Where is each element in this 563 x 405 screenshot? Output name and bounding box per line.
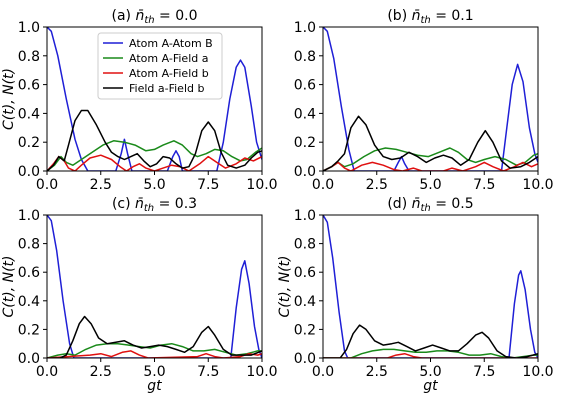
x-tick-label: 2.5 [90, 364, 112, 380]
x-tick-label: 10.0 [246, 364, 277, 380]
y-tick-label: 0.0 [18, 351, 40, 367]
series-line-atom-a-field-b [47, 154, 262, 171]
y-tick-label: 0.4 [294, 294, 316, 310]
y-tick-label: 0.2 [18, 322, 40, 338]
y-tick-label: 1.0 [294, 208, 316, 224]
y-tick-label: 0.8 [18, 237, 40, 253]
y-tick-label: 0.2 [294, 135, 316, 151]
y-tick-label: 0.8 [294, 49, 316, 65]
series-line-atom-a-field-a [47, 140, 262, 171]
x-tick-label: 0.0 [312, 364, 334, 380]
y-tick-label: 0.2 [294, 322, 316, 338]
panel-title: (c) n̄th = 0.3 [112, 196, 197, 214]
legend-label: Atom A-Field b [129, 67, 209, 80]
legend-label: Atom A-Atom B [129, 37, 213, 50]
panel-title: (b) n̄th = 0.1 [387, 8, 473, 26]
x-tick-label: 0.0 [312, 177, 334, 193]
series-line-atom-a-field-b [323, 352, 538, 358]
panel-d: 0.0 2.5 5.0 7.5 10.0 0.0 0.2 0.4 0.6 0.8 1.0 (d) n̄… [277, 196, 554, 394]
x-tick-label: 5.0 [419, 177, 441, 193]
y-tick-label: 0.2 [18, 135, 40, 151]
x-tick-label: 5.0 [419, 364, 441, 380]
legend-box [97, 32, 223, 100]
x-tick-label: 7.5 [197, 364, 219, 380]
series-line-atom-a-atom-b [47, 215, 262, 358]
x-axis-label: gt [147, 378, 162, 394]
x-tick-label: 10.0 [246, 177, 277, 193]
y-tick-label: 0.6 [18, 265, 40, 281]
y-tick-label: 0.6 [18, 78, 40, 94]
x-tick-label: 7.5 [197, 177, 219, 193]
y-tick-label: 0.0 [18, 164, 40, 180]
y-tick-label: 0.0 [294, 164, 316, 180]
series-line-atom-a-atom-b [323, 27, 538, 171]
y-axis-label: C(t), N(t) [1, 256, 17, 318]
x-tick-label: 10.0 [522, 177, 553, 193]
plot-frame [322, 214, 539, 359]
x-tick-label: 7.5 [473, 364, 495, 380]
series-line-field-a-field-b [323, 324, 538, 358]
x-tick-label: 2.5 [366, 364, 388, 380]
y-tick-label: 0.8 [294, 237, 316, 253]
x-tick-label: 0.0 [36, 364, 58, 380]
y-tick-label: 0.8 [18, 49, 40, 65]
panel-b: 0.0 2.5 5.0 7.5 10.0 0.0 0.2 0.4 0.6 0.8 1.0 (b) n̄… [294, 8, 554, 193]
x-axis-label: gt [423, 378, 438, 394]
series-line-field-a-field-b [323, 115, 538, 171]
x-tick-label: 2.5 [366, 177, 388, 193]
legend-label: Field a-Field b [129, 82, 204, 95]
y-tick-label: 0.4 [18, 294, 40, 310]
series-line-atom-a-atom-b [323, 215, 538, 358]
panel-title: (a) n̄th = 0.0 [112, 8, 198, 26]
y-tick-label: 1.0 [18, 20, 40, 36]
y-tick-label: 0.6 [294, 78, 316, 94]
x-tick-label: 0.0 [36, 177, 58, 193]
y-tick-label: 0.6 [294, 265, 316, 281]
plot-frame [46, 214, 263, 359]
y-tick-label: 0.4 [294, 106, 316, 122]
y-tick-label: 1.0 [18, 208, 40, 224]
panel-a: 0.0 2.5 5.0 7.5 10.0 0.0 0.2 0.4 0.6 0.8 1.0 (a) n̄… [1, 8, 278, 193]
series-line-field-a-field-b [47, 109, 262, 171]
legend-label: Atom A-Field a [129, 52, 208, 65]
x-tick-label: 2.5 [90, 177, 112, 193]
series-line-field-a-field-b [47, 315, 262, 358]
y-axis-label: C(t), N(t) [277, 256, 293, 318]
y-axis-label: C(t), N(t) [1, 68, 17, 130]
panel-c: 0.0 2.5 5.0 7.5 10.0 0.0 0.2 0.4 0.6 0.8 1.0 (c) n̄… [1, 196, 278, 394]
x-tick-label: 5.0 [143, 177, 165, 193]
series-line-atom-a-field-b [323, 161, 538, 171]
plot-frame [322, 26, 539, 172]
x-tick-label: 5.0 [143, 364, 165, 380]
series-line-atom-a-field-a [323, 147, 538, 171]
series-line-atom-a-atom-b [47, 27, 262, 171]
x-tick-label: 10.0 [522, 364, 553, 380]
panel-title: (d) n̄th = 0.5 [387, 196, 473, 214]
y-tick-label: 0.4 [18, 106, 40, 122]
y-tick-label: 0.0 [294, 351, 316, 367]
x-tick-label: 7.5 [473, 177, 495, 193]
y-tick-label: 1.0 [294, 20, 316, 36]
